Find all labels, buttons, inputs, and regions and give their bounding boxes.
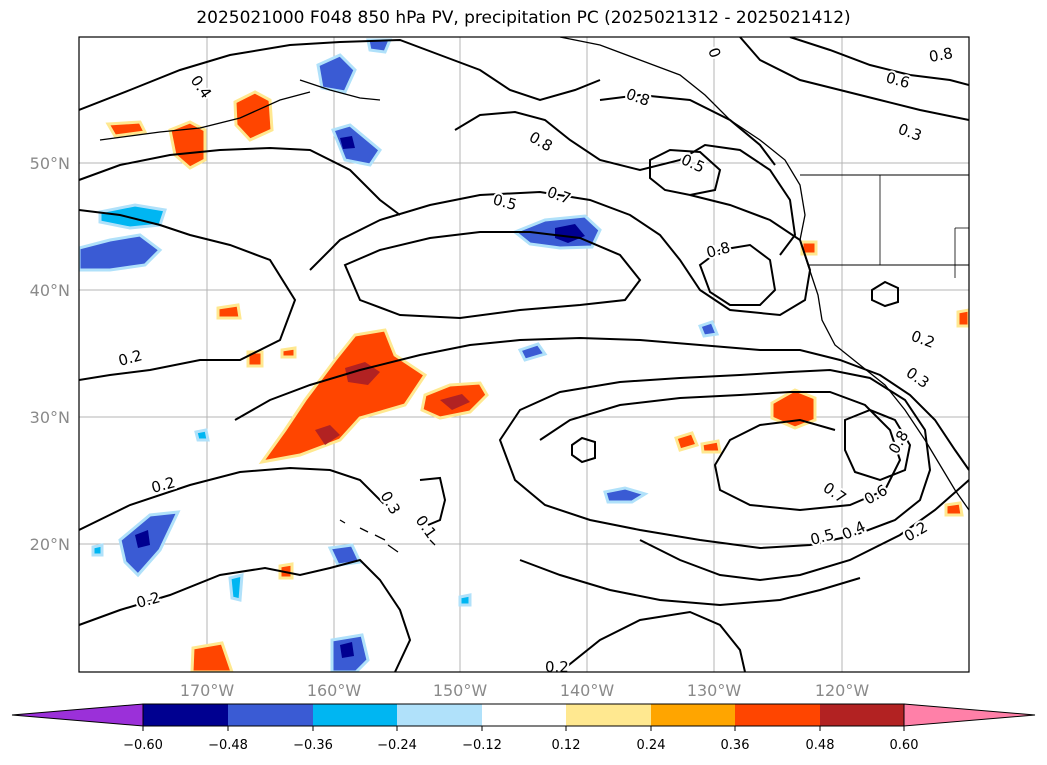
- precip-blob-small7: [800, 240, 818, 256]
- colorbar-tick-label: 0.24: [637, 738, 666, 753]
- contour-small-loop2: [871, 280, 899, 308]
- contour-ring-ne2: [789, 37, 969, 86]
- colorbar-seg: [566, 704, 651, 726]
- precip-neg-north2: [330, 123, 382, 167]
- precip-blob-s1: [190, 641, 234, 672]
- lon-label: 140°W: [560, 681, 615, 700]
- contour-east-outer: [639, 479, 969, 582]
- precip-neg-s1-core: [340, 642, 354, 658]
- contour-02-south-low: [79, 558, 412, 672]
- contour-central-band: [79, 146, 401, 216]
- colorbar-tick-label: −0.36: [293, 738, 333, 753]
- precip-blob-nw3: [105, 120, 148, 138]
- contour-bottom: [559, 610, 746, 672]
- lon-label: 150°W: [433, 681, 488, 700]
- precip-neg-north2-core: [340, 136, 355, 149]
- map-title: 2025021000 F048 850 hPa PV, precipitatio…: [196, 8, 851, 28]
- lat-label: 30°N: [30, 408, 70, 427]
- colorbar-seg: [143, 704, 228, 726]
- map-frame: [78, 36, 970, 673]
- contour-east-inner: [844, 408, 912, 482]
- longitude-labels: 170°W 160°W 150°W 140°W 130°W 120°W: [180, 681, 870, 700]
- colorbar-tick-label: 0.36: [721, 738, 750, 753]
- colorbar-seg: [228, 704, 313, 726]
- contour-02-north: [79, 38, 601, 111]
- coast-alaska-peninsula: [299, 79, 381, 101]
- colorbar-tick-label: −0.12: [462, 738, 502, 753]
- contour-small-loop: [571, 436, 596, 464]
- precip-blob-small6: [944, 501, 964, 517]
- contour-05-central: [309, 190, 812, 317]
- contour-sw-small: [419, 476, 447, 526]
- precip-neg-mid2: [603, 486, 649, 504]
- contour-lower-band: [519, 559, 861, 607]
- contour-05-upper: [599, 93, 776, 166]
- colorbar-seg: [735, 704, 820, 726]
- colorbar-seg: [397, 704, 482, 726]
- precip-blob-e1: [770, 388, 817, 430]
- lat-label: 40°N: [30, 281, 70, 300]
- colorbar-seg: [313, 704, 397, 726]
- contour-loop-127w: [698, 243, 777, 306]
- precip-neg-small1: [194, 428, 210, 442]
- contour-07-08: [454, 110, 797, 256]
- latitude-labels: 50°N 40°N 30°N 20°N: [30, 154, 70, 554]
- precip-blob-small5: [956, 308, 969, 328]
- contour-05-inner: [343, 231, 642, 320]
- contour-east-big: [498, 368, 932, 550]
- gridlines: [79, 37, 969, 672]
- colorbar-tick-label: 0.60: [890, 738, 919, 753]
- colorbar-seg: [482, 704, 566, 726]
- precip-neg-s2: [327, 543, 363, 567]
- precip-neg-mid1: [517, 342, 548, 362]
- precip-neg-west: [79, 233, 163, 272]
- lon-label: 130°W: [687, 681, 742, 700]
- colorbar: −0.60 −0.48 −0.36 −0.24 −0.12 0.12 0.24 …: [11, 703, 1036, 753]
- precip-neg-small2: [91, 543, 104, 557]
- colorbar-extend-right: [903, 703, 1036, 727]
- hawaii-islands: [339, 519, 436, 553]
- colorbar-seg: [820, 704, 904, 726]
- precip-blob-small4: [278, 562, 294, 580]
- colorbar-tick-label: −0.48: [208, 738, 248, 753]
- state-border-4: [954, 227, 969, 278]
- lon-label: 160°W: [307, 681, 362, 700]
- lat-label: 50°N: [30, 154, 70, 173]
- colorbar-tick-label: 0.48: [806, 738, 835, 753]
- contour-03: [234, 336, 969, 471]
- lat-label: 20°N: [30, 535, 70, 554]
- precip-blob-small3: [280, 346, 297, 359]
- colorbar-tick-label: 0.12: [552, 738, 581, 753]
- contour-label: 0.2: [545, 658, 569, 676]
- colorbar-extend-left: [11, 703, 144, 727]
- precip-blob-e3: [700, 439, 722, 454]
- precip-neg-sw-core: [135, 530, 150, 548]
- precip-blob-150w-core: [440, 394, 470, 410]
- precip-neg-mid3: [698, 320, 720, 338]
- contour-02-west: [79, 209, 297, 381]
- precip-blob-e2: [674, 431, 700, 452]
- contour-loop-130w: [649, 148, 722, 197]
- lon-label: 120°W: [815, 681, 870, 700]
- contour-ring-ne: [739, 37, 969, 121]
- precip-blob-central-core2: [315, 425, 340, 445]
- precip-neg-s3: [228, 573, 244, 602]
- lon-label: 170°W: [180, 681, 235, 700]
- precip-neg-north1: [316, 53, 357, 94]
- precip-blob-nw2: [233, 90, 274, 142]
- colorbar-tick-label: −0.24: [377, 738, 417, 753]
- colorbar-tick-label: −0.60: [123, 738, 163, 753]
- precip-negative-shading: [79, 38, 720, 672]
- colorbar-seg: [651, 704, 735, 726]
- precip-neg-small3: [458, 593, 472, 607]
- precip-blob-small1: [216, 303, 242, 320]
- pv-contours: [79, 37, 969, 672]
- coast-aleutians: [99, 91, 311, 141]
- contour-02-south-mid: [79, 466, 386, 531]
